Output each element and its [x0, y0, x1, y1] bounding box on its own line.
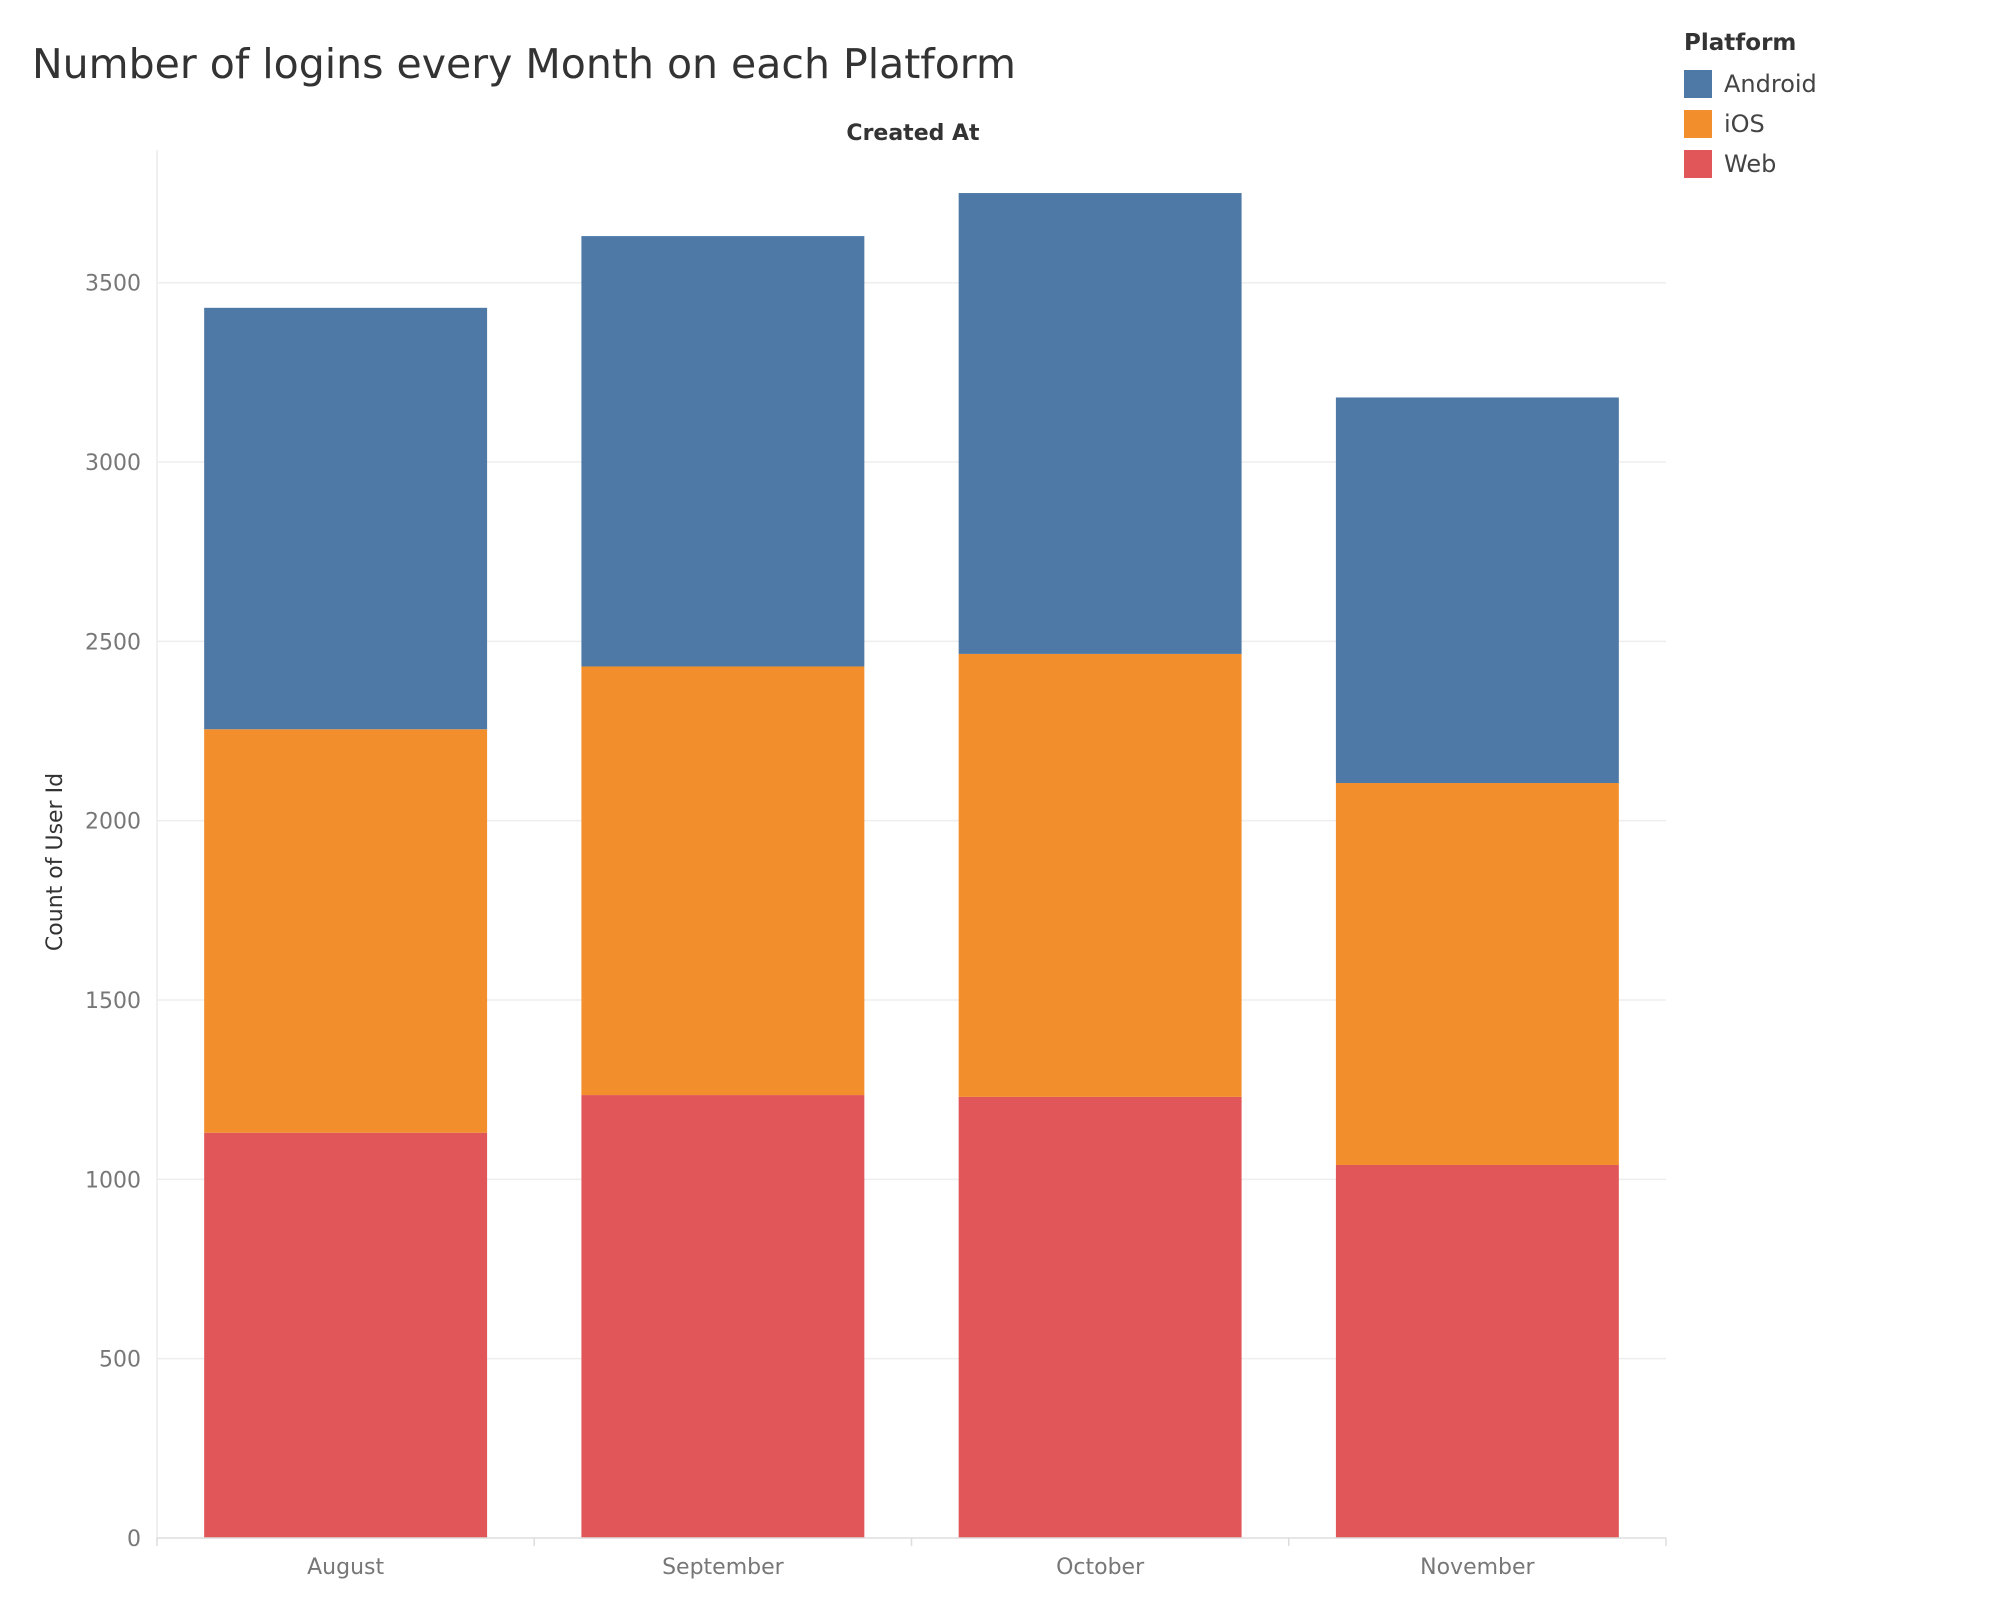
- y-tick-label: 2500: [85, 630, 141, 655]
- bar-segment-ios: [204, 729, 488, 1133]
- legend-label-android: Android: [1724, 70, 1817, 98]
- legend-swatch-android: [1684, 70, 1712, 98]
- bar-segment-ios: [958, 653, 1242, 1097]
- legend-item-web[interactable]: Web: [1684, 144, 1817, 184]
- bar-segment-android: [1335, 397, 1619, 784]
- legend-label-web: Web: [1724, 150, 1777, 178]
- column-header: Created At: [846, 121, 980, 146]
- bar-segment-android: [581, 236, 865, 667]
- legend-swatch-web: [1684, 150, 1712, 178]
- legend-label-ios: iOS: [1724, 110, 1765, 138]
- x-tick-label: October: [1056, 1555, 1145, 1580]
- legend-item-android[interactable]: Android: [1684, 64, 1817, 104]
- bar-segment-ios: [1335, 783, 1619, 1165]
- axes: 0 500 1000 1500 2000 2500 3000 3500 August Septem…: [85, 150, 1667, 1580]
- x-tick-label: August: [307, 1555, 384, 1580]
- y-tick-label: 3000: [85, 451, 141, 476]
- bar-segment-web: [581, 1095, 865, 1538]
- y-tick-label: 2000: [85, 810, 141, 835]
- bar-segment-web: [204, 1132, 488, 1538]
- chart-title: Number of logins every Month on each Pla…: [32, 40, 1016, 88]
- legend-swatch-ios: [1684, 110, 1712, 138]
- legend-title: Platform: [1684, 30, 1797, 56]
- y-tick-label: 1500: [85, 989, 141, 1014]
- bar-segment-android: [958, 193, 1242, 654]
- bars: [204, 193, 1619, 1538]
- legend: Platform Android iOS Web: [1684, 30, 1817, 184]
- bar-segment-ios: [581, 666, 865, 1096]
- bar-segment-web: [958, 1096, 1242, 1538]
- y-tick-label: 500: [99, 1348, 141, 1373]
- legend-item-ios[interactable]: iOS: [1684, 104, 1817, 144]
- y-axis-title: Count of User Id: [43, 773, 68, 951]
- x-tick-label: November: [1420, 1555, 1535, 1580]
- x-tick-label: September: [662, 1555, 785, 1580]
- y-tick-label: 0: [127, 1527, 141, 1552]
- y-tick-label: 1000: [85, 1168, 141, 1193]
- bar-segment-web: [1335, 1164, 1619, 1538]
- bar-segment-android: [204, 307, 488, 730]
- y-tick-label: 3500: [85, 272, 141, 297]
